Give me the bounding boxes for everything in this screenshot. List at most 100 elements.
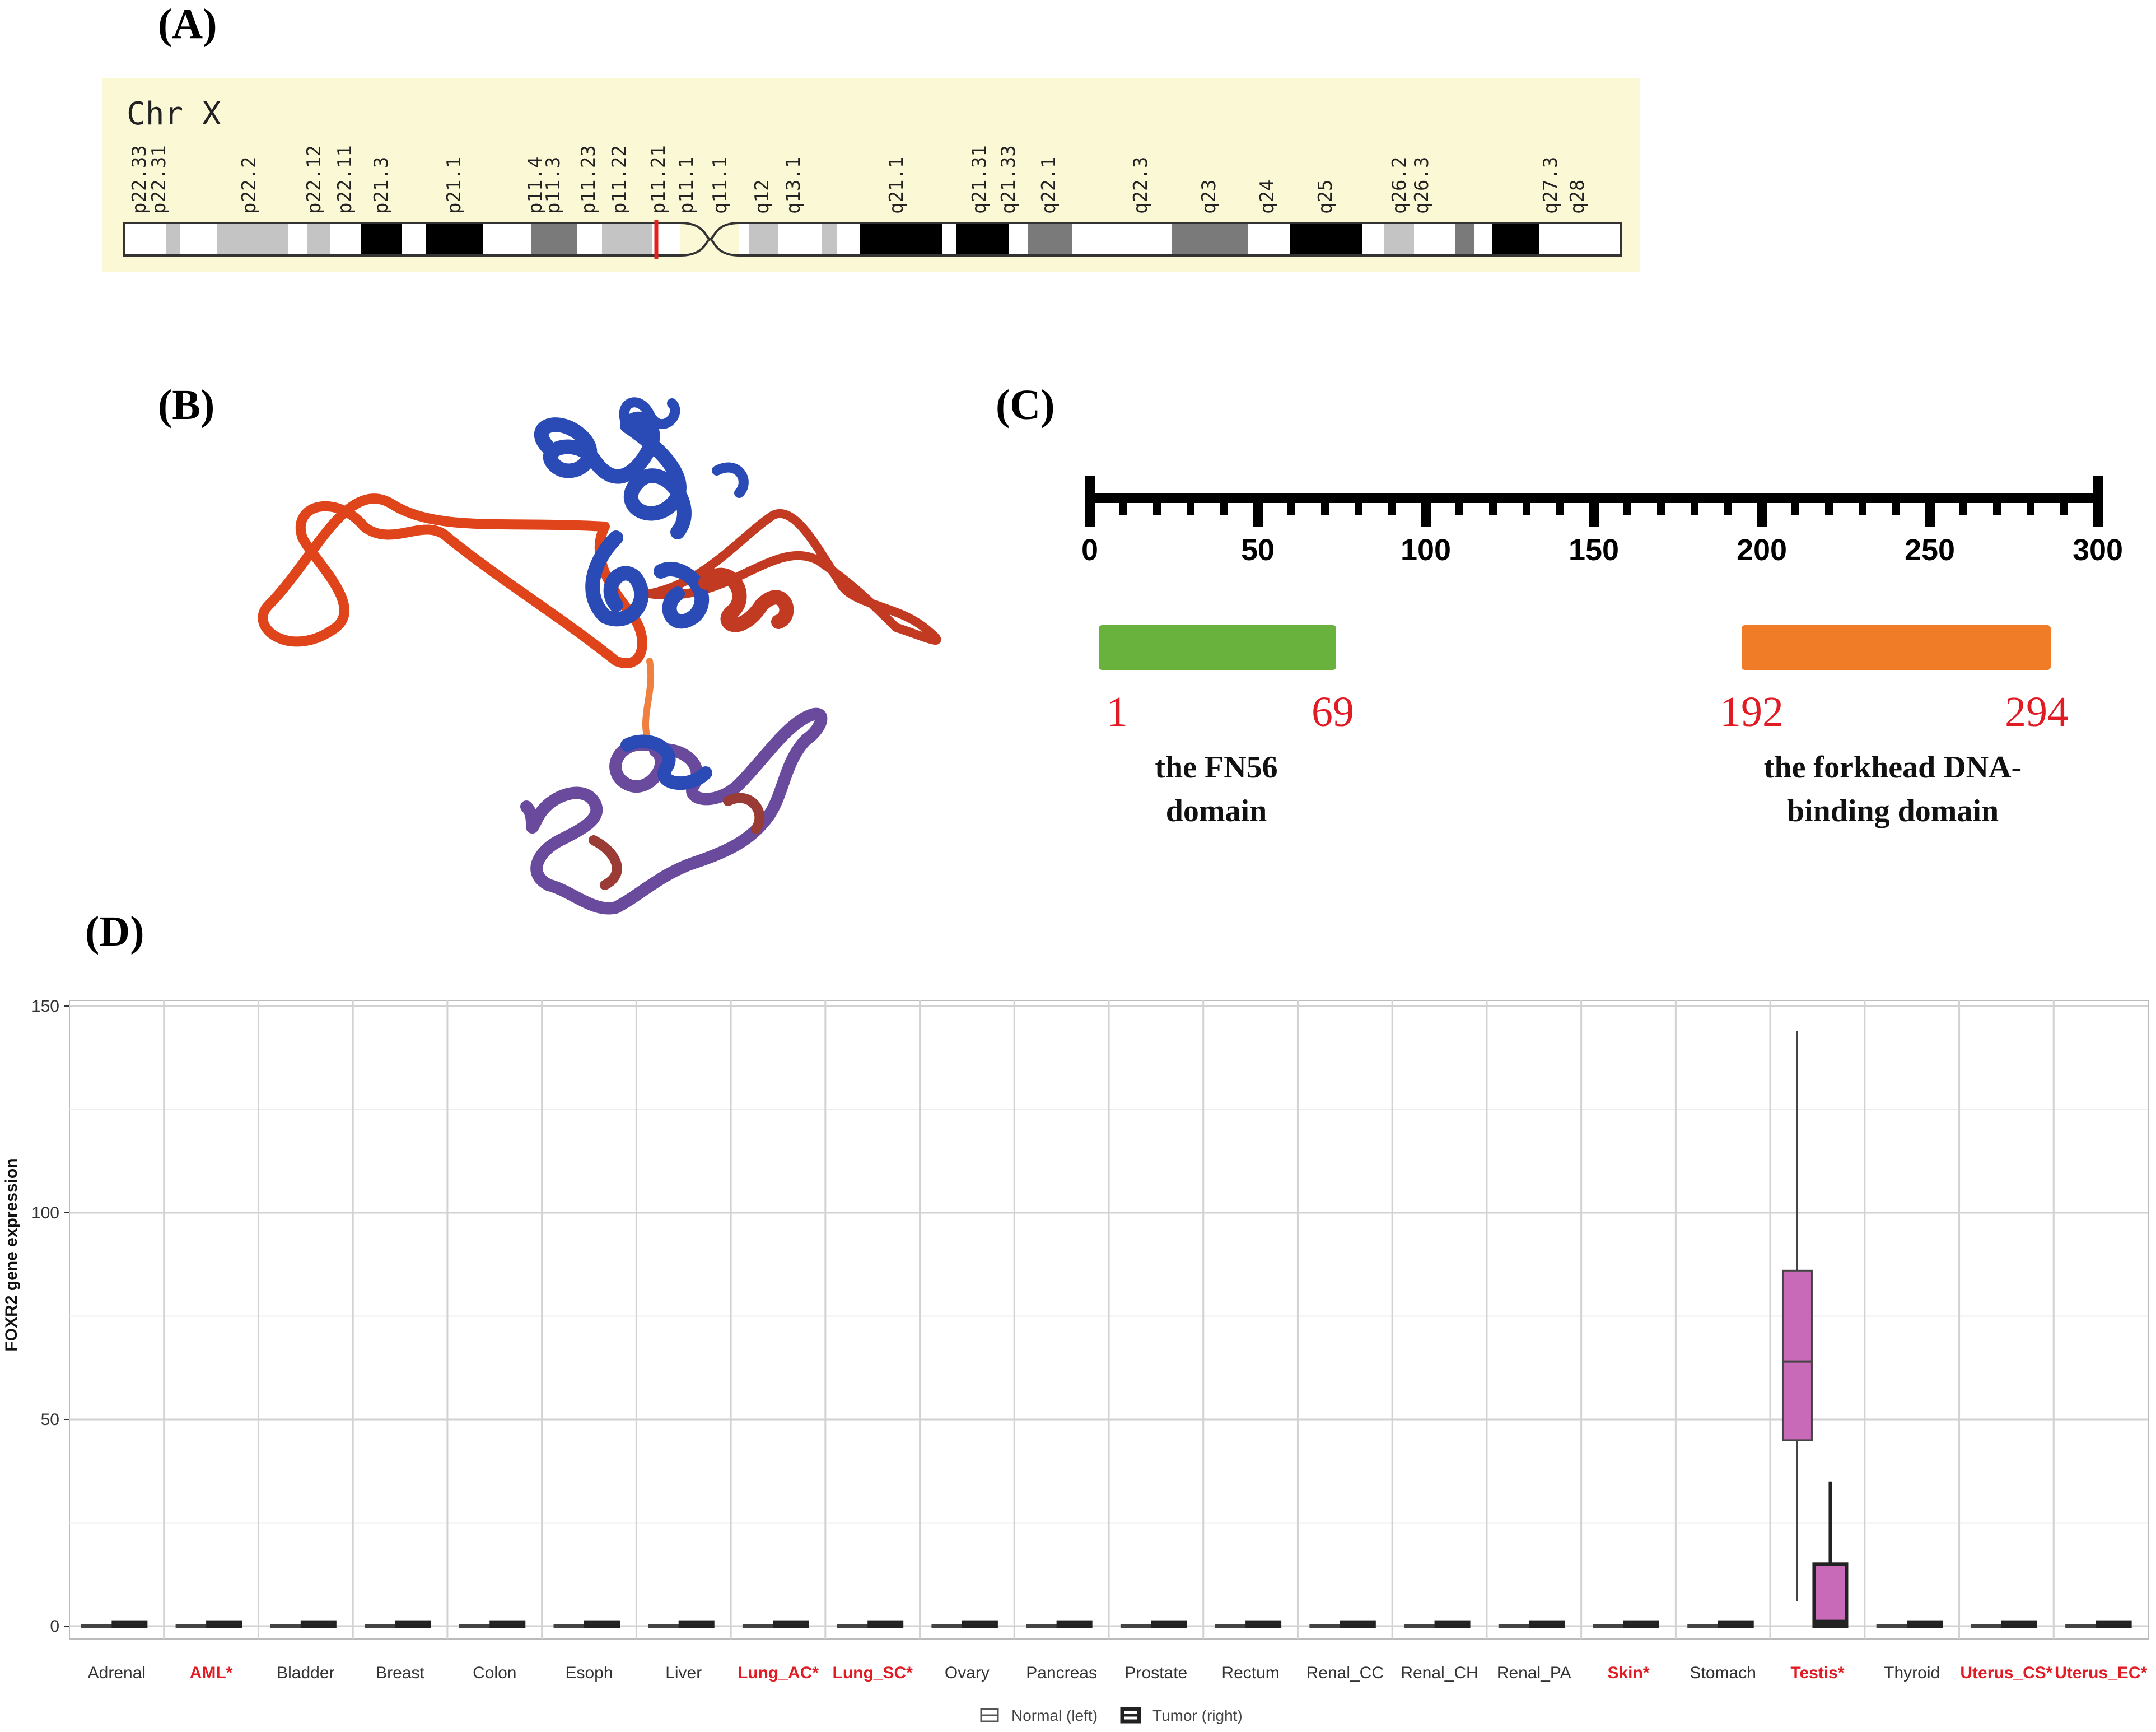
x-tick-label: AML* [190, 1664, 233, 1682]
ideogram-band [942, 223, 956, 255]
band-label-p22.33: p22.33 [128, 145, 151, 214]
ideogram-band [778, 223, 822, 255]
ideogram-band [1009, 223, 1028, 255]
ruler-tick [1489, 499, 1497, 515]
ruler-tick [1724, 499, 1732, 515]
x-tick-label: Testis* [1790, 1664, 1844, 1682]
ruler-tick [1925, 499, 1935, 527]
ruler-tick [1589, 499, 1599, 527]
ruler-tick-label: 100 [1401, 533, 1451, 567]
ideogram-band [837, 223, 860, 255]
band-label-p11.23: p11.23 [577, 145, 600, 214]
ruler-tick-label: 200 [1737, 533, 1787, 567]
domain-ruler: 0 50 100 150 200 250 300 [1081, 476, 2123, 567]
ribbon-helix-red [698, 567, 794, 632]
x-tick-label: Renal_CH [1401, 1664, 1478, 1682]
ruler-tick [1623, 499, 1631, 515]
ruler-tick [2093, 476, 2103, 499]
x-tick-label: Thyroid [1884, 1664, 1940, 1682]
x-tick-label: Bladder [277, 1664, 334, 1682]
ruler-tick [1892, 499, 1900, 515]
y-tick-label: 50 [41, 1410, 59, 1429]
band-label-p21.1: p21.1 [443, 157, 465, 214]
domain-name-line2: binding domain [1787, 794, 1999, 828]
ruler-tick [1421, 499, 1431, 527]
ideogram-band [1028, 223, 1072, 255]
ruler-tick [1691, 499, 1698, 515]
ribbon-top-coil [619, 397, 749, 498]
ruler-tick [1085, 476, 1095, 499]
ideogram-band [1290, 223, 1362, 255]
ideogram-band [956, 223, 1009, 255]
ribbon-loop-orange [258, 493, 647, 668]
ideogram-band [124, 223, 166, 255]
domain-end-label: 69 [1312, 688, 1354, 735]
ruler-bar [1086, 493, 2101, 503]
band-label-p11.22: p11.22 [608, 145, 631, 214]
x-tick-label: Adrenal [88, 1664, 146, 1682]
ideogram-band [361, 223, 402, 255]
chart-legend: Normal (left) Tumor (right) [980, 1707, 1243, 1724]
ideogram-band [1248, 223, 1290, 255]
x-tick-label: Rectum [1221, 1664, 1279, 1682]
domain-name-line1: the FN56 [1155, 750, 1277, 785]
ideogram-band [1474, 223, 1492, 255]
band-label-p22.2: p22.2 [238, 157, 260, 214]
ribbon-lower-brown [589, 793, 765, 890]
ruler-tick [1253, 499, 1263, 527]
ideogram-band [402, 223, 426, 255]
ideogram-band [307, 223, 330, 255]
ruler-tick [2060, 499, 2068, 515]
ideogram-band [330, 223, 361, 255]
ruler-tick-label: 150 [1569, 533, 1619, 567]
domain-bar-2 [1742, 625, 2051, 670]
x-tick-label: Breast [376, 1664, 424, 1682]
ideogram-band [822, 223, 837, 255]
x-tick-label: Ovary [945, 1664, 990, 1682]
band-label-q23: q23 [1198, 180, 1220, 214]
ruler-tick [1355, 499, 1362, 515]
ruler-tick [2093, 499, 2103, 527]
band-label-p11.3: p11.3 [542, 157, 564, 214]
protein-ribbon [258, 397, 941, 915]
ideogram-band [426, 223, 483, 255]
ideogram-band [860, 223, 942, 255]
ideogram-band [1072, 223, 1123, 255]
ideogram-band [1123, 223, 1172, 255]
y-tick-label: 100 [31, 1204, 59, 1222]
ideogram-band [749, 223, 778, 255]
band-label-q26.3: q26.3 [1411, 157, 1433, 214]
ruler-tick-label: 50 [1241, 533, 1275, 567]
x-tick-label: Liver [665, 1664, 702, 1682]
ruler-tick [1455, 499, 1463, 515]
panel-label-a: (A) [158, 1, 217, 48]
x-tick-label: Renal_PA [1497, 1664, 1571, 1682]
ruler-tick-label: 0 [1081, 533, 1098, 567]
domain-name-line2: domain [1166, 794, 1267, 828]
ideogram-outline [123, 222, 1622, 257]
x-tick-label: Stomach [1690, 1664, 1756, 1682]
ideogram-band [739, 223, 749, 255]
ruler-tick [1187, 499, 1194, 515]
ruler-tick [1388, 499, 1396, 515]
ideogram-band [1172, 223, 1248, 255]
ruler-tick [1085, 499, 1095, 527]
band-label-p22.31: p22.31 [148, 145, 170, 214]
band-label-q12: q12 [751, 180, 773, 214]
band-label-p11.4: p11.4 [524, 157, 547, 214]
domain-start-label: 1 [1107, 688, 1128, 735]
domain-start-label: 192 [1720, 688, 1784, 735]
legend-normal-label: Normal (left) [1011, 1707, 1098, 1724]
ideogram-band [1492, 223, 1539, 255]
ruler-tick [1993, 499, 2001, 515]
ideogram-band [1455, 223, 1474, 255]
ideogram-band [1384, 223, 1414, 255]
ruler-tick [1287, 499, 1295, 515]
x-tick-label: Pancreas [1026, 1664, 1097, 1682]
ruler-tick [1321, 499, 1329, 515]
band-label-q21.31: q21.31 [968, 145, 991, 214]
ideogram-band [602, 223, 652, 255]
band-label-q25: q25 [1314, 180, 1337, 214]
